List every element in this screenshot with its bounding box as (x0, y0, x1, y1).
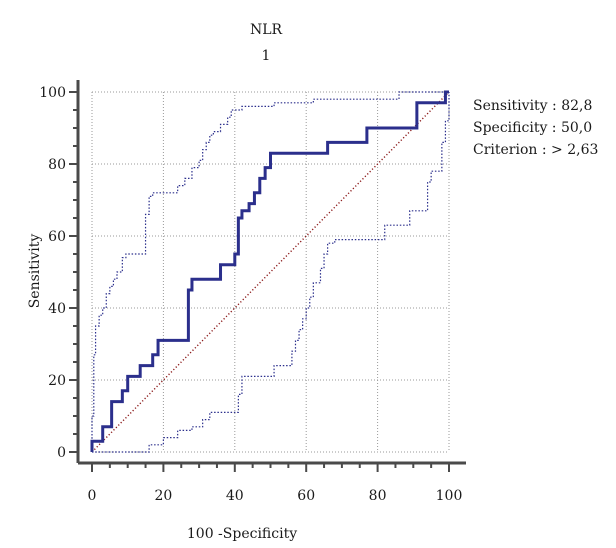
diagonal-line (91, 91, 450, 453)
tick-labels: 0 20 40 60 80 100 0 20 40 60 80 100 (39, 85, 462, 504)
y-tick-label: 40 (48, 301, 66, 317)
x-axis-label: 100 -Specificity (187, 526, 297, 542)
annotation-sensitivity: Sensitivity : 82,8 (473, 98, 592, 114)
roc-line (90, 90, 449, 452)
y-tick-label: 60 (48, 229, 66, 245)
series-layer (90, 90, 450, 453)
y-tick-label: 80 (48, 157, 66, 173)
x-tick-label: 100 (436, 488, 463, 504)
x-tick-label: 80 (369, 488, 387, 504)
y-tick-label: 0 (57, 445, 66, 461)
lower-ci-line (92, 92, 450, 453)
chart-subtitle: 1 (262, 48, 271, 64)
x-tick-label: 60 (297, 488, 315, 504)
axes (69, 80, 466, 472)
upper-ci-line (91, 91, 449, 452)
y-tick-label: 20 (48, 373, 66, 389)
y-tick-label: 100 (39, 85, 66, 101)
grid (91, 91, 450, 453)
x-tick-label: 40 (226, 488, 244, 504)
chart-title: NLR (250, 22, 283, 38)
y-axis-label: Sensitivity (27, 234, 43, 309)
annotation-criterion: Criterion : > 2,63 (473, 142, 598, 158)
x-tick-label: 20 (154, 488, 172, 504)
x-tick-label: 0 (88, 488, 97, 504)
annotation-specificity: Specificity : 50,0 (473, 120, 592, 136)
